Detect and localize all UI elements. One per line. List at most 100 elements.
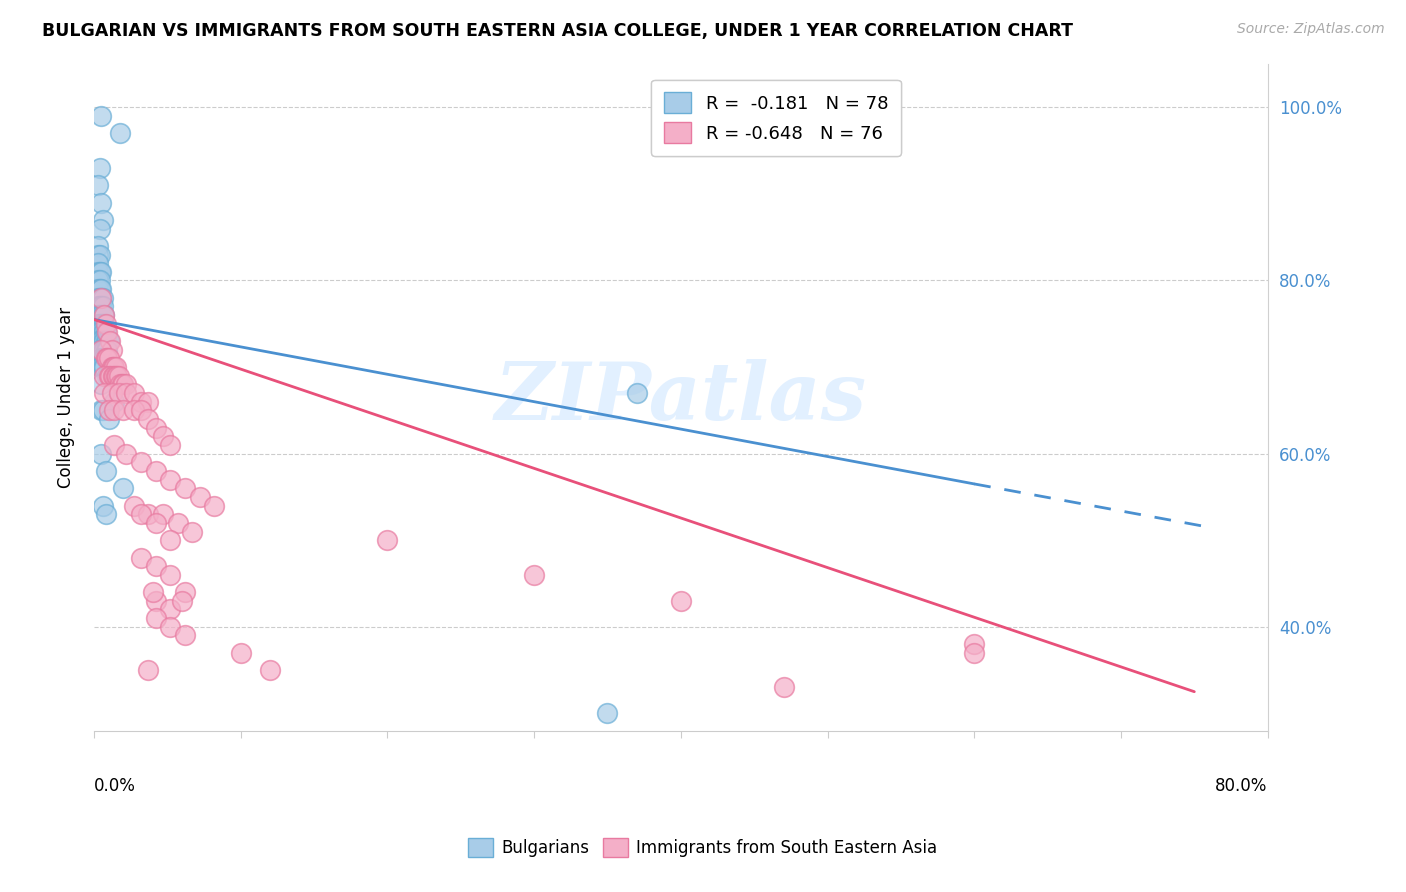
Point	[89, 265, 111, 279]
Point	[104, 359, 127, 374]
Point	[174, 585, 197, 599]
Point	[145, 516, 167, 530]
Point	[103, 368, 125, 383]
Point	[181, 524, 204, 539]
Point	[136, 394, 159, 409]
Point	[115, 386, 138, 401]
Point	[103, 438, 125, 452]
Point	[108, 386, 131, 401]
Point	[87, 326, 110, 340]
Point	[96, 351, 118, 366]
Point	[87, 308, 110, 322]
Point	[93, 326, 115, 340]
Point	[107, 368, 129, 383]
Point	[93, 368, 115, 383]
Point	[159, 438, 181, 452]
Point	[94, 334, 117, 348]
Point	[159, 602, 181, 616]
Point	[94, 351, 117, 366]
Legend: Bulgarians, Immigrants from South Eastern Asia: Bulgarians, Immigrants from South Easter…	[461, 831, 945, 864]
Point	[97, 351, 120, 366]
Point	[89, 221, 111, 235]
Point	[170, 594, 193, 608]
Point	[87, 239, 110, 253]
Point	[87, 291, 110, 305]
Point	[91, 499, 114, 513]
Point	[94, 351, 117, 366]
Point	[89, 317, 111, 331]
Point	[98, 368, 121, 383]
Point	[159, 620, 181, 634]
Point	[90, 343, 112, 357]
Point	[96, 334, 118, 348]
Text: Source: ZipAtlas.com: Source: ZipAtlas.com	[1237, 22, 1385, 37]
Point	[90, 351, 112, 366]
Point	[626, 386, 648, 401]
Point	[202, 499, 225, 513]
Point	[93, 343, 115, 357]
Point	[94, 343, 117, 357]
Point	[94, 464, 117, 478]
Point	[91, 343, 114, 357]
Point	[87, 256, 110, 270]
Text: 80.0%: 80.0%	[1215, 777, 1268, 796]
Point	[97, 368, 120, 383]
Point	[159, 473, 181, 487]
Point	[100, 343, 122, 357]
Point	[112, 377, 135, 392]
Point	[90, 291, 112, 305]
Point	[90, 195, 112, 210]
Point	[90, 359, 112, 374]
Point	[90, 334, 112, 348]
Point	[90, 377, 112, 392]
Point	[101, 359, 124, 374]
Point	[93, 359, 115, 374]
Point	[90, 291, 112, 305]
Point	[93, 334, 115, 348]
Point	[91, 359, 114, 374]
Point	[87, 273, 110, 287]
Point	[90, 265, 112, 279]
Point	[166, 516, 188, 530]
Legend: R =  -0.181   N = 78, R = -0.648   N = 76: R = -0.181 N = 78, R = -0.648 N = 76	[651, 79, 901, 156]
Point	[596, 706, 619, 721]
Point	[98, 334, 121, 348]
Point	[89, 334, 111, 348]
Point	[90, 326, 112, 340]
Text: BULGARIAN VS IMMIGRANTS FROM SOUTH EASTERN ASIA COLLEGE, UNDER 1 YEAR CORRELATIO: BULGARIAN VS IMMIGRANTS FROM SOUTH EASTE…	[42, 22, 1073, 40]
Point	[89, 300, 111, 314]
Point	[96, 343, 118, 357]
Point	[145, 594, 167, 608]
Point	[91, 351, 114, 366]
Point	[87, 317, 110, 331]
Point	[115, 377, 138, 392]
Point	[159, 567, 181, 582]
Point	[90, 403, 112, 417]
Point	[89, 247, 111, 261]
Point	[122, 499, 145, 513]
Point	[97, 334, 120, 348]
Text: 0.0%: 0.0%	[94, 777, 136, 796]
Point	[152, 507, 174, 521]
Point	[91, 317, 114, 331]
Point	[377, 533, 399, 548]
Point	[90, 317, 112, 331]
Point	[87, 300, 110, 314]
Point	[229, 646, 252, 660]
Point	[97, 403, 120, 417]
Point	[89, 308, 111, 322]
Point	[89, 359, 111, 374]
Point	[136, 663, 159, 677]
Point	[91, 403, 114, 417]
Point	[108, 368, 131, 383]
Point	[145, 611, 167, 625]
Point	[89, 282, 111, 296]
Point	[94, 507, 117, 521]
Point	[91, 300, 114, 314]
Point	[87, 247, 110, 261]
Point	[103, 394, 125, 409]
Point	[129, 507, 152, 521]
Point	[110, 126, 132, 140]
Point	[963, 637, 986, 651]
Point	[101, 368, 124, 383]
